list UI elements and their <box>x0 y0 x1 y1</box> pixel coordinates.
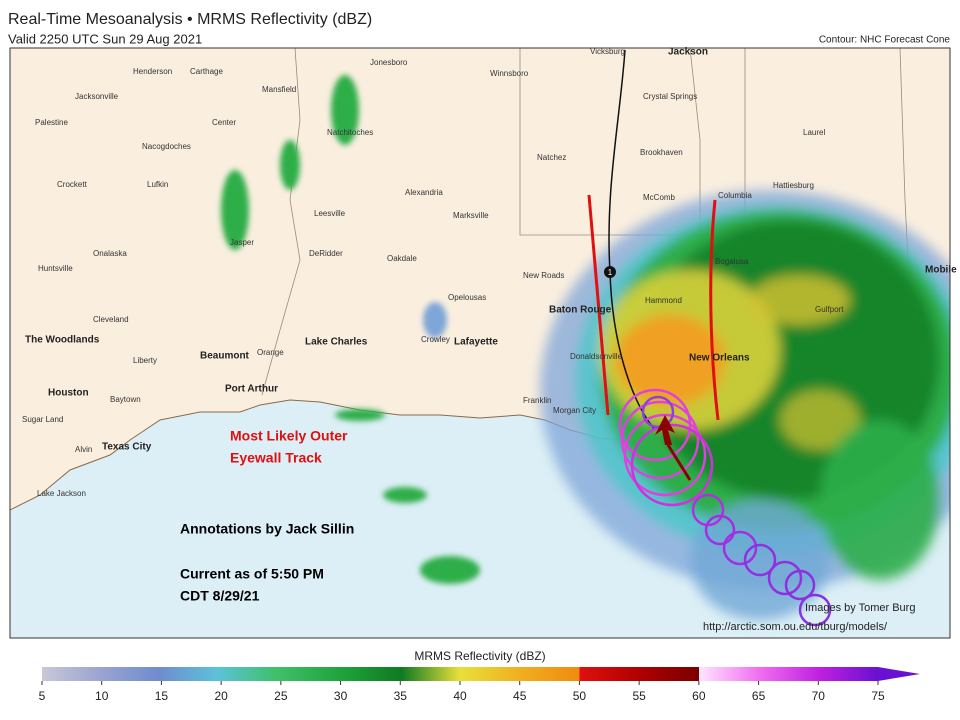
eyewall-line <box>709 199 720 421</box>
annotation: Most Likely Outer <box>230 428 348 444</box>
colorbar-ticks: 5 10 15 20 25 30 35 40 45 50 55 60 65 70 75 <box>39 681 885 703</box>
place-label: Gulfport <box>815 305 844 314</box>
state-border <box>261 48 301 396</box>
place-label: Oakdale <box>387 254 417 263</box>
annotation: Current as of 5:50 PM <box>180 566 324 582</box>
colorbar-tick-label: 5 <box>39 689 46 703</box>
place-label: Mansfield <box>262 85 296 94</box>
place-label: Palestine <box>35 118 68 127</box>
place-label: Liberty <box>133 356 157 365</box>
place-label: Hattiesburg <box>773 181 814 190</box>
radar-cells <box>221 75 480 584</box>
place-label: Crystal Springs <box>643 92 697 101</box>
colorbar-tick-label: 75 <box>871 689 885 703</box>
place-label: Port Arthur <box>225 384 278 395</box>
place-label: Crowley <box>421 335 450 344</box>
place-label: New Orleans <box>689 353 750 364</box>
contour-note: Contour: NHC Forecast Cone <box>819 35 951 46</box>
place-label: Donaldsonville <box>570 352 623 361</box>
colorbar-tick-label: 10 <box>95 689 109 703</box>
place-label: Hammond <box>645 296 682 305</box>
storm-arrow-tail <box>666 444 692 481</box>
place-label: Opelousas <box>448 293 486 302</box>
place-label: Onalaska <box>93 249 127 258</box>
place-label: Carthage <box>190 67 223 76</box>
annotation: Annotations by Jack Sillin <box>180 521 354 537</box>
track-label: 1 <box>608 268 613 277</box>
title: Real-Time Mesoanalysis • MRMS Reflectivi… <box>8 11 372 28</box>
place-label: Lake Charles <box>305 337 368 348</box>
place-label: New Roads <box>523 271 564 280</box>
annotations: Most Likely Outer Eyewall Track Annotati… <box>180 428 354 604</box>
colorbar-tick-label: 30 <box>334 689 348 703</box>
place-label: Baytown <box>110 395 141 404</box>
place-label: Mobile <box>925 265 957 276</box>
place-label: Texas City <box>102 442 152 453</box>
place-label: Franklin <box>523 396 551 405</box>
place-label: Bogalusa <box>715 257 749 266</box>
place-label: Baton Rouge <box>549 305 612 316</box>
colorbar-tick-label: 35 <box>394 689 408 703</box>
place-label: Center <box>212 118 236 127</box>
valid-time: Valid 2250 UTC Sun 29 Aug 2021 <box>8 31 202 46</box>
place-label: Orange <box>257 348 284 357</box>
annotation: Eyewall Track <box>230 450 322 466</box>
place-label: Cleveland <box>93 315 129 324</box>
place-label: Marksville <box>453 211 489 220</box>
place-label: Huntsville <box>38 264 73 273</box>
place-label: Jackson <box>668 47 708 58</box>
colorbar <box>42 667 878 681</box>
place-label: Jacksonville <box>75 92 119 101</box>
colorbar-tick-label: 60 <box>692 689 706 703</box>
eyewall-line <box>587 194 610 416</box>
place-label: Columbia <box>718 191 752 200</box>
place-label: Leesville <box>314 209 346 218</box>
map-frame <box>9 47 951 639</box>
place-label: Lufkin <box>147 180 168 189</box>
place-label: Laurel <box>803 128 825 137</box>
credit: Images by Tomer Burg <box>805 602 915 614</box>
track-point <box>604 266 616 278</box>
place-label: Henderson <box>133 67 172 76</box>
place-label: Lake Jackson <box>37 489 86 498</box>
credit-url: http://arctic.som.ou.edu/tburg/models/ <box>703 621 888 633</box>
radar <box>540 190 950 620</box>
place-label: Beaumont <box>200 351 250 362</box>
place-label: Alvin <box>75 445 92 454</box>
place-label: Nacogdoches <box>142 142 191 151</box>
place-label: Crockett <box>57 180 88 189</box>
colorbar-tick-label: 15 <box>155 689 169 703</box>
storm-arrow <box>655 415 675 445</box>
place-label: Houston <box>48 388 89 399</box>
colorbar-tick-label: 40 <box>453 689 467 703</box>
place-label: Jonesboro <box>370 58 408 67</box>
place-label: Sugar Land <box>22 415 63 424</box>
colorbar-extension <box>878 667 920 681</box>
place-label: Winnsboro <box>490 69 529 78</box>
colorbar-tick-label: 55 <box>632 689 646 703</box>
place-label: Alexandria <box>405 188 443 197</box>
place-label: The Woodlands <box>25 335 100 346</box>
colorbar-tick-label: 25 <box>274 689 288 703</box>
place-labels: Vicksburg Jackson Henderson Carthage Jonesbo… <box>22 47 957 498</box>
colorbar-tick-label: 20 <box>214 689 228 703</box>
place-label: Natchez <box>537 153 566 162</box>
place-label: Natchitoches <box>327 128 373 137</box>
colorbar-tick-label: 45 <box>513 689 527 703</box>
place-label: Vicksburg <box>590 47 625 56</box>
colorbar-tick-label: 65 <box>752 689 766 703</box>
place-label: Jasper <box>230 238 254 247</box>
place-label: Brookhaven <box>640 148 683 157</box>
place-label: DeRidder <box>309 249 343 258</box>
map: 1 <box>10 48 950 638</box>
colorbar-tick-label: 70 <box>812 689 826 703</box>
place-label: McComb <box>643 193 676 202</box>
place-label: Lafayette <box>454 337 498 348</box>
annotation: CDT 8/29/21 <box>180 588 260 604</box>
place-label: Morgan City <box>553 406 596 415</box>
colorbar-label: MRMS Reflectivity (dBZ) <box>414 649 545 663</box>
colorbar-tick-label: 50 <box>573 689 587 703</box>
